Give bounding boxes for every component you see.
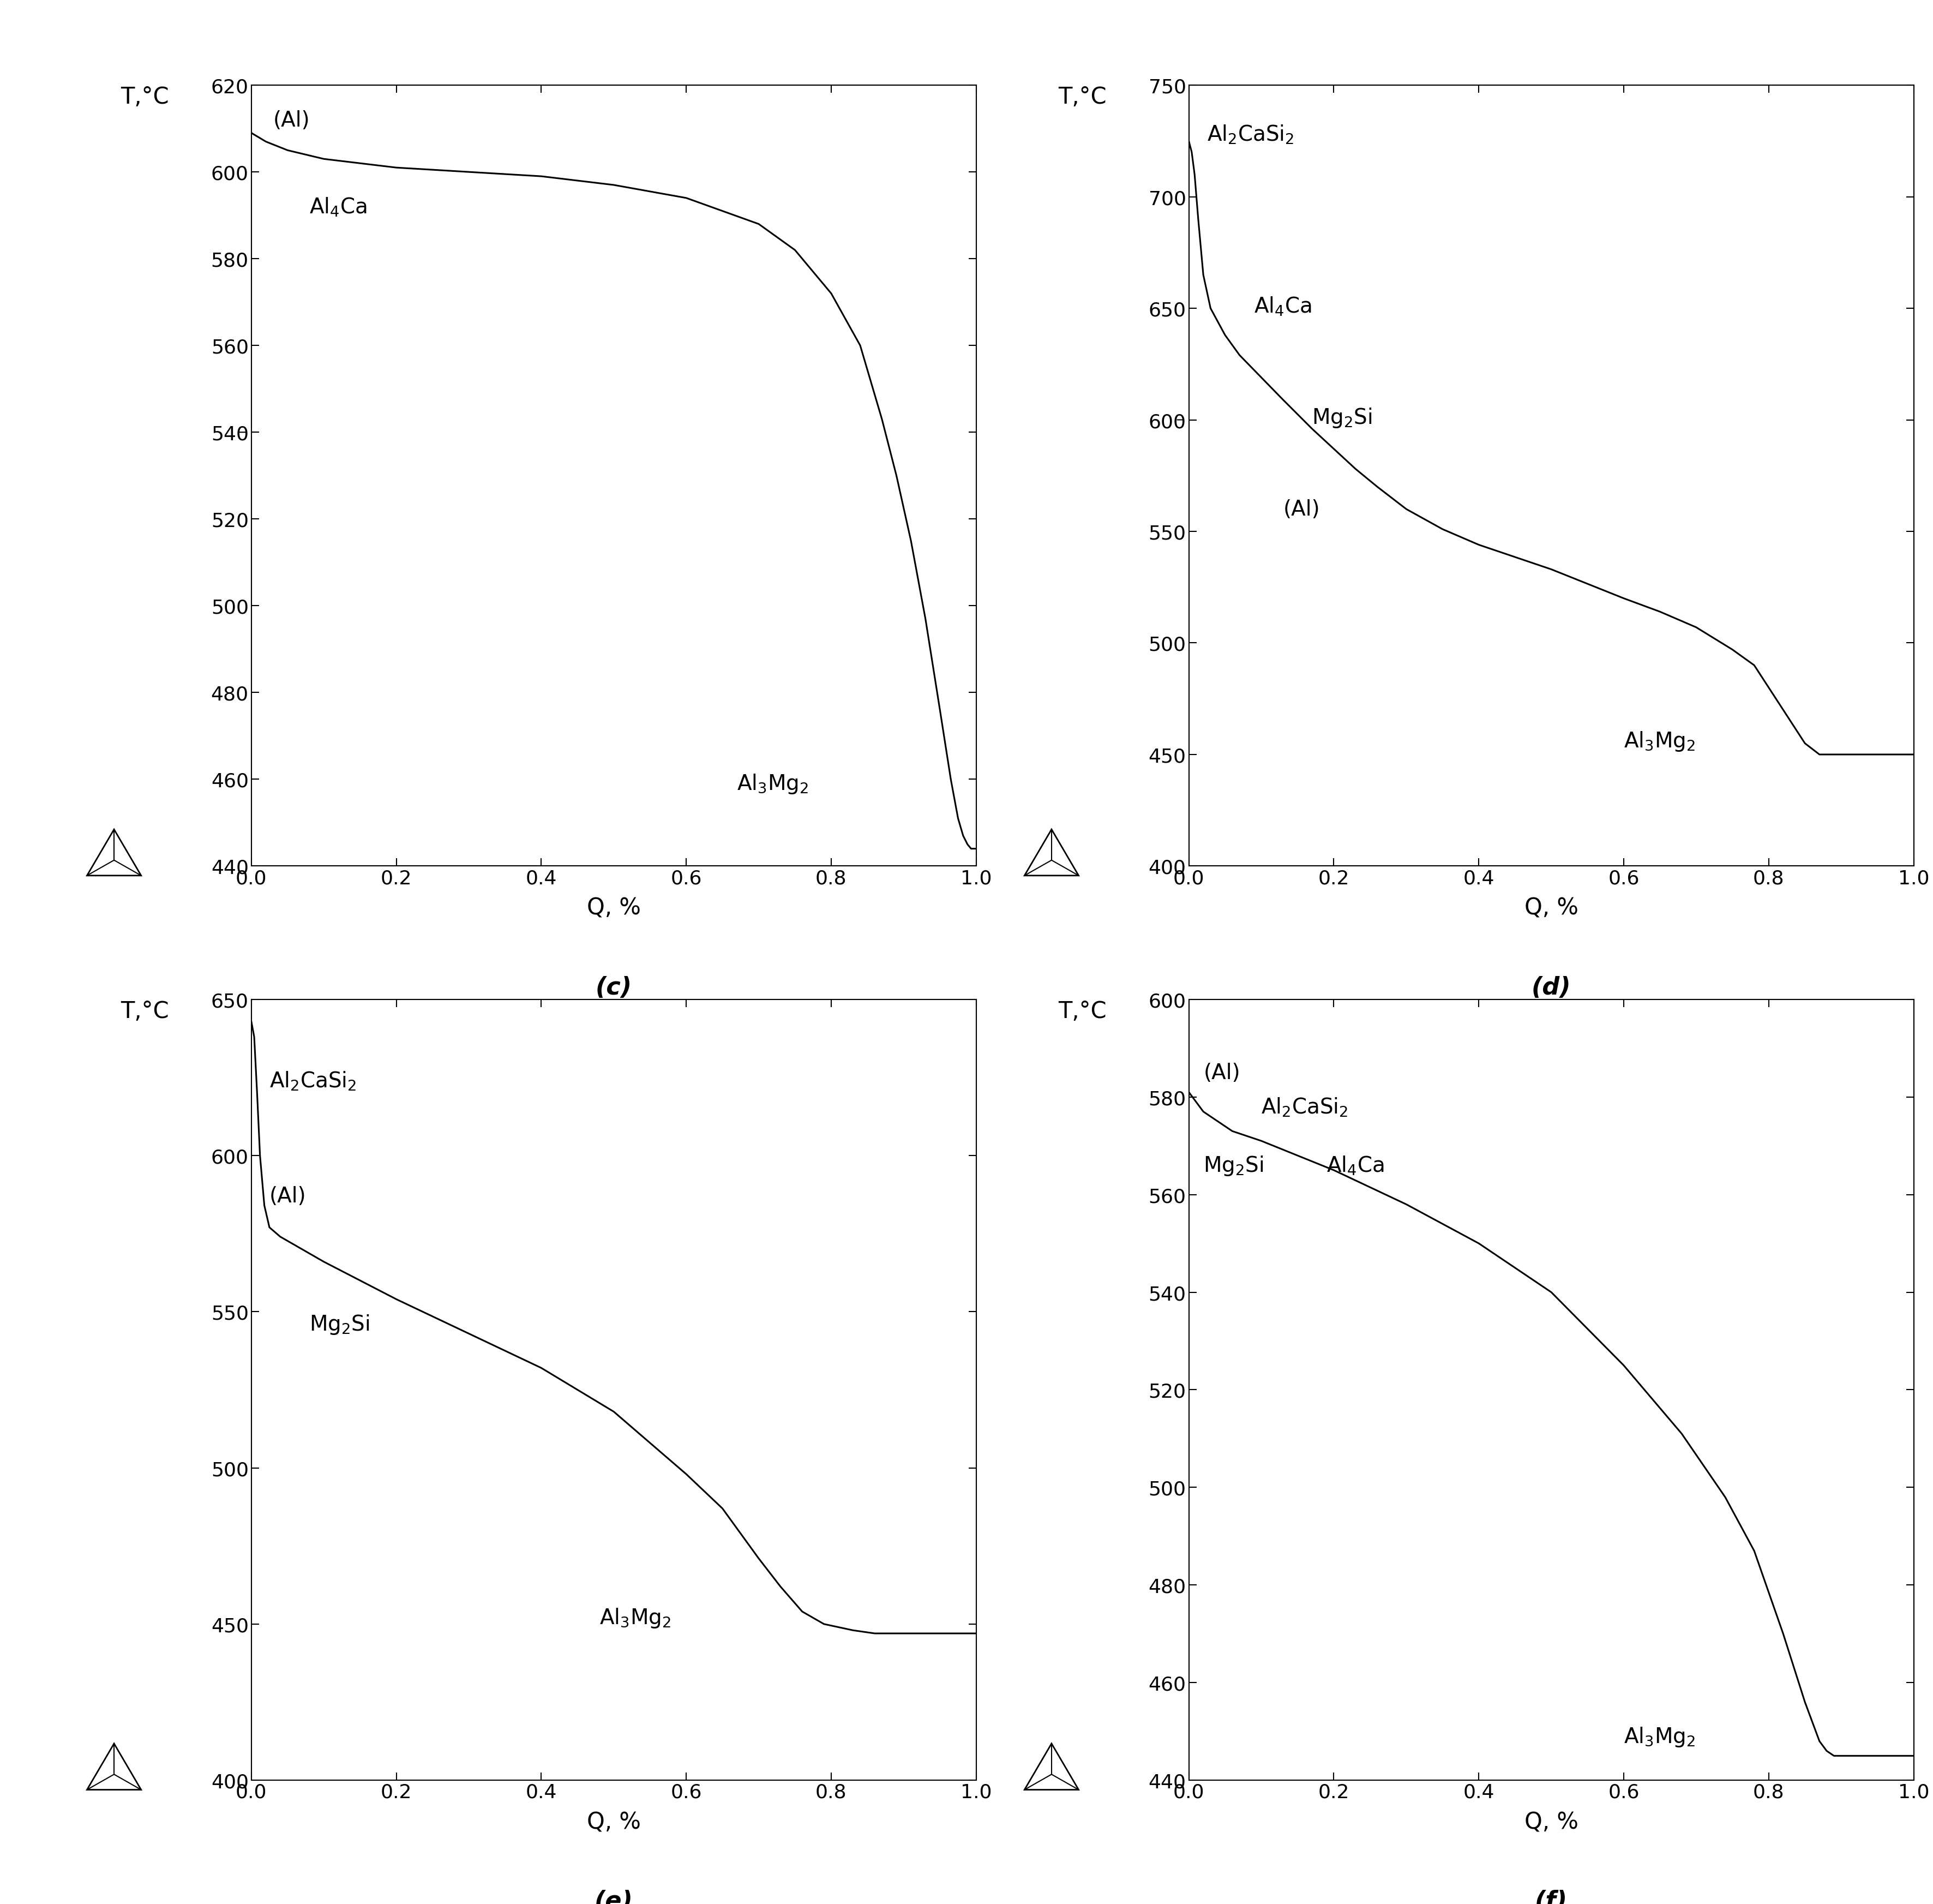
Text: (Al): (Al)	[1284, 499, 1320, 520]
Text: Al$_3$Mg$_2$: Al$_3$Mg$_2$	[1624, 1725, 1695, 1748]
Text: Al$_3$Mg$_2$: Al$_3$Mg$_2$	[599, 1607, 671, 1630]
X-axis label: Q, %: Q, %	[1525, 897, 1577, 920]
Text: Al$_3$Mg$_2$: Al$_3$Mg$_2$	[736, 773, 808, 796]
Text: (d): (d)	[1531, 975, 1572, 1000]
Text: (c): (c)	[595, 975, 632, 1000]
Text: T,°C: T,°C	[120, 86, 170, 109]
Text: Mg$_2$Si: Mg$_2$Si	[309, 1314, 369, 1337]
Text: T,°C: T,°C	[120, 1000, 170, 1022]
Text: Mg$_2$Si: Mg$_2$Si	[1313, 407, 1372, 430]
Text: Al$_4$Ca: Al$_4$Ca	[1255, 295, 1313, 318]
Text: T,°C: T,°C	[1057, 86, 1108, 109]
Text: Mg$_2$Si: Mg$_2$Si	[1202, 1154, 1264, 1177]
Text: Al$_3$Mg$_2$: Al$_3$Mg$_2$	[1624, 729, 1695, 752]
Text: Al$_2$CaSi$_2$: Al$_2$CaSi$_2$	[1206, 124, 1293, 147]
X-axis label: Q, %: Q, %	[588, 897, 640, 920]
Text: (Al): (Al)	[269, 1186, 305, 1207]
Text: (Al): (Al)	[1202, 1062, 1241, 1083]
X-axis label: Q, %: Q, %	[1525, 1811, 1577, 1834]
Text: T,°C: T,°C	[1057, 1000, 1108, 1022]
Text: Al$_4$Ca: Al$_4$Ca	[309, 196, 367, 219]
Text: (f): (f)	[1535, 1889, 1568, 1904]
Text: (Al): (Al)	[273, 110, 309, 131]
Text: (e): (e)	[595, 1889, 632, 1904]
Text: Al$_4$Ca: Al$_4$Ca	[1326, 1154, 1384, 1177]
X-axis label: Q, %: Q, %	[588, 1811, 640, 1834]
Text: Al$_2$CaSi$_2$: Al$_2$CaSi$_2$	[269, 1070, 356, 1091]
Text: Al$_2$CaSi$_2$: Al$_2$CaSi$_2$	[1260, 1097, 1349, 1118]
